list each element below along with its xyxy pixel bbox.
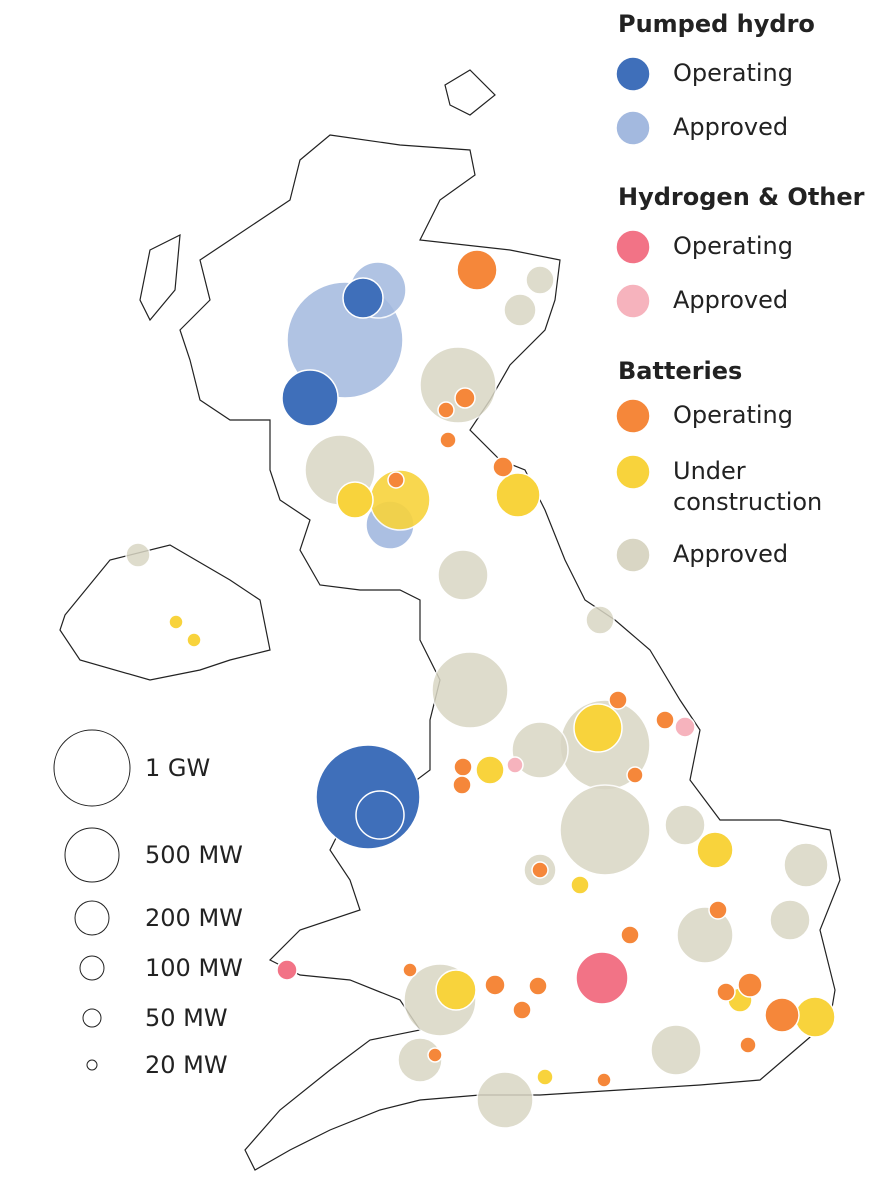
site-bubble <box>168 614 184 630</box>
legend-swatch <box>615 454 651 490</box>
legend-swatch <box>615 283 651 319</box>
size-label: 20 MW <box>145 1051 228 1079</box>
site-bubble <box>737 972 763 998</box>
legend-item: Operating <box>673 232 793 260</box>
site-bubble <box>674 716 696 738</box>
site-bubble <box>585 605 615 635</box>
site-bubble <box>608 690 628 710</box>
legend-swatches <box>615 56 651 573</box>
site-bubble <box>186 632 202 648</box>
site-bubble <box>764 997 800 1033</box>
site-bubble <box>511 721 569 779</box>
site-bubble <box>439 431 457 449</box>
size-key <box>64 827 120 883</box>
site-bubble <box>484 974 506 996</box>
site-bubble <box>355 790 405 840</box>
site-bubble <box>525 265 555 295</box>
legend-item: Approved <box>673 540 789 568</box>
site-bubble <box>419 346 497 424</box>
size-label: 200 MW <box>145 904 243 932</box>
site-bubble <box>655 710 675 730</box>
site-bubble <box>475 755 505 785</box>
site-bubble <box>739 1036 757 1054</box>
northern-ireland <box>59 544 271 681</box>
site-bubble <box>503 293 537 327</box>
size-key <box>79 955 105 981</box>
site-bubble <box>650 1024 702 1076</box>
site-bubble <box>437 401 455 419</box>
site-bubble <box>281 369 339 427</box>
site-bubble <box>431 651 509 729</box>
site-bubble <box>435 969 477 1011</box>
site-bubble <box>276 959 298 981</box>
site-bubble <box>125 542 151 568</box>
site-bubble <box>783 842 829 888</box>
site-bubble <box>454 387 476 409</box>
orkney <box>444 69 496 116</box>
site-bubble <box>476 1071 534 1129</box>
site-bubble <box>402 962 418 978</box>
site-bubble <box>570 875 590 895</box>
site-bubble <box>696 831 734 869</box>
site-bubble <box>716 982 736 1002</box>
size-key <box>53 729 131 807</box>
site-bubble <box>437 549 489 601</box>
site-bubble <box>536 1068 554 1086</box>
legend-item: Operating <box>673 59 793 87</box>
sites <box>125 249 836 1129</box>
legend-title: Pumped hydro <box>618 10 815 38</box>
legend-item: Under construction <box>673 457 823 516</box>
site-bubble <box>452 775 472 795</box>
legend-swatch <box>615 110 651 146</box>
site-bubble <box>794 996 836 1038</box>
site-bubble <box>531 861 549 879</box>
site-bubble <box>664 804 706 846</box>
site-bubble <box>336 481 374 519</box>
legend-item: Approved <box>673 286 789 314</box>
site-bubble <box>575 951 629 1005</box>
site-bubble <box>492 456 514 478</box>
site-bubble <box>559 784 651 876</box>
size-key <box>86 1059 98 1071</box>
size-legend-circles <box>53 729 131 1071</box>
size-label: 100 MW <box>145 954 243 982</box>
site-bubble <box>528 976 548 996</box>
legend-swatch <box>615 229 651 265</box>
site-bubble <box>456 249 498 291</box>
legend-item: Approved <box>673 113 789 141</box>
site-bubble <box>512 1000 532 1020</box>
legend-title: Hydrogen & Other <box>618 183 865 211</box>
site-bubble <box>620 925 640 945</box>
site-bubble <box>342 277 384 319</box>
legend-title: Batteries <box>618 357 743 385</box>
site-bubble <box>626 766 644 784</box>
hebrides <box>139 233 181 322</box>
site-bubble <box>596 1072 612 1088</box>
legend-swatch <box>615 537 651 573</box>
site-bubble <box>506 756 524 774</box>
site-bubble <box>573 703 623 753</box>
legend-swatch <box>615 398 651 434</box>
size-label: 500 MW <box>145 841 243 869</box>
site-bubble <box>708 900 728 920</box>
site-bubble <box>769 899 811 941</box>
size-label: 50 MW <box>145 1004 228 1032</box>
site-bubble <box>427 1047 443 1063</box>
legend-item: Operating <box>673 401 793 429</box>
size-key <box>74 900 110 936</box>
size-key <box>82 1008 102 1028</box>
site-bubble <box>453 757 473 777</box>
size-label: 1 GW <box>145 754 211 782</box>
site-bubble <box>676 906 734 964</box>
site-bubble <box>387 471 405 489</box>
legend-swatch <box>615 56 651 92</box>
site-bubble <box>495 472 541 518</box>
